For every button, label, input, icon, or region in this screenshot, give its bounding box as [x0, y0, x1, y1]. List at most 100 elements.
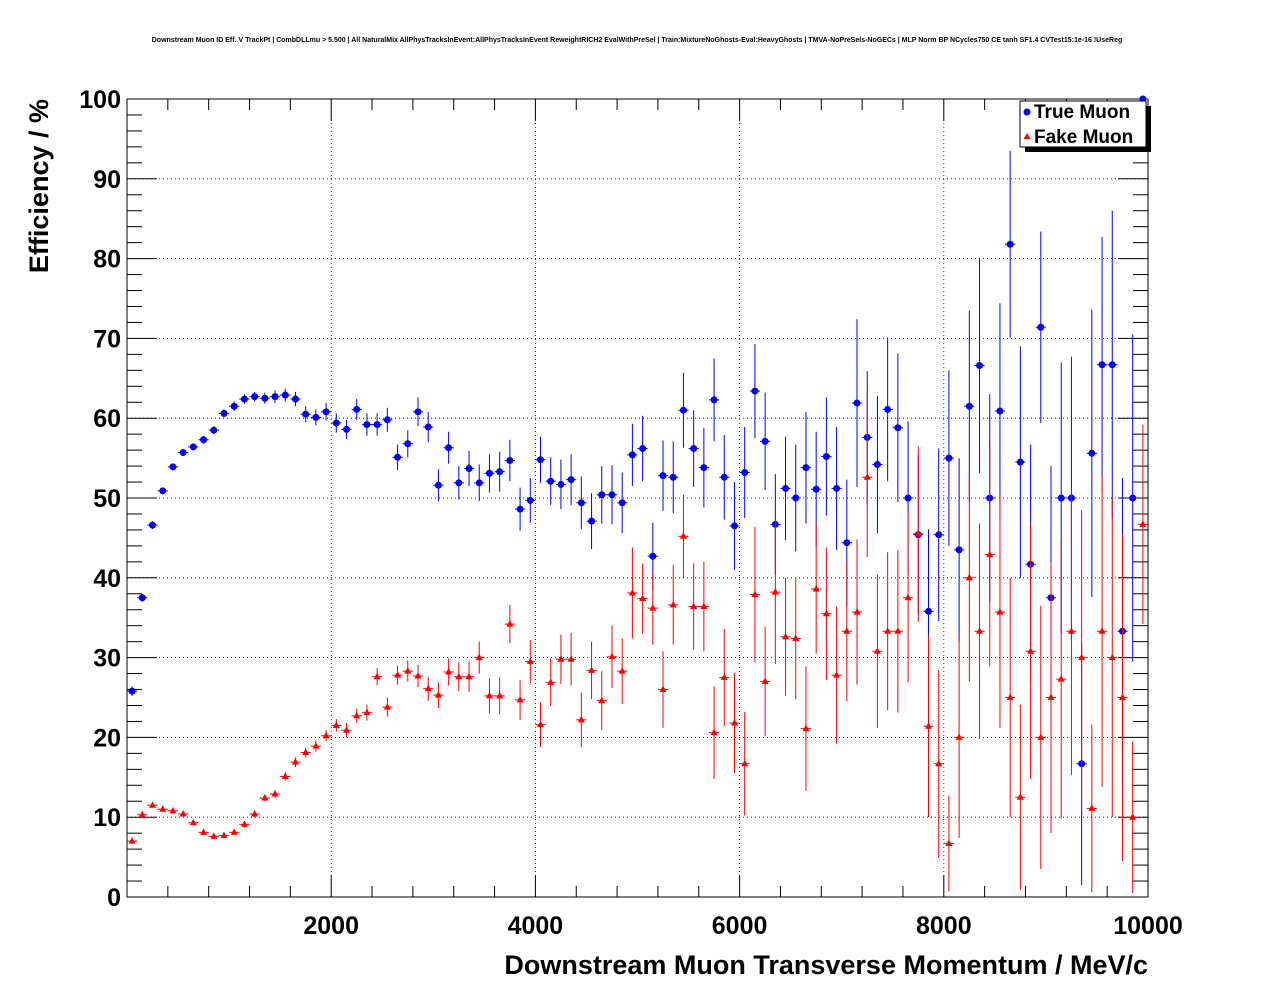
data-point: [690, 445, 698, 453]
series-layer: [127, 95, 1148, 894]
data-point: [302, 748, 310, 756]
data-point: [1108, 361, 1116, 369]
data-point: [445, 444, 453, 452]
data-point: [965, 573, 973, 581]
data-point: [200, 828, 208, 835]
data-point: [537, 456, 545, 464]
data-point: [567, 655, 575, 662]
data-point: [179, 810, 187, 817]
data-point: [894, 424, 902, 432]
data-point: [394, 671, 402, 678]
data-point: [434, 691, 442, 698]
y-tick-label: 40: [93, 565, 121, 593]
data-point: [822, 453, 830, 461]
data-point: [485, 469, 493, 477]
data-point: [1139, 520, 1147, 527]
data-point: [577, 499, 585, 507]
data-point: [1006, 693, 1014, 700]
series-true-muon: [127, 95, 1148, 886]
data-point: [516, 695, 524, 703]
data-point: [659, 685, 667, 693]
data-point: [812, 485, 820, 493]
data-point: [363, 708, 371, 716]
data-point: [618, 499, 626, 507]
data-point: [271, 393, 279, 401]
data-point: [1067, 627, 1075, 634]
data-point: [720, 473, 728, 481]
y-tick-label: 70: [93, 325, 121, 353]
data-point: [343, 726, 351, 733]
data-point: [700, 464, 708, 472]
data-point: [506, 620, 514, 627]
data-point: [210, 426, 218, 434]
data-point: [1129, 494, 1137, 502]
data-point: [659, 472, 667, 480]
y-tick-label: 20: [93, 724, 121, 752]
data-point: [679, 532, 687, 539]
legend-label-fake-muon: Fake Muon: [1034, 127, 1133, 148]
data-point: [1108, 653, 1116, 661]
data-point: [996, 407, 1004, 415]
data-point: [639, 445, 647, 453]
data-point: [690, 602, 698, 610]
data-point: [404, 667, 412, 674]
y-axis-label: Efficiency / %: [24, 99, 54, 273]
data-point: [639, 594, 647, 602]
data-point: [843, 627, 851, 634]
data-point: [383, 703, 391, 710]
data-point: [383, 416, 391, 424]
y-tick-label: 90: [93, 166, 121, 194]
data-point: [924, 722, 932, 729]
legend-marker-fake-muon: [1023, 133, 1031, 139]
data-point: [853, 399, 861, 407]
data-point: [240, 820, 248, 827]
legend: True Muon Fake Muon: [1019, 100, 1151, 152]
legend-label-true-muon: True Muon: [1034, 102, 1130, 123]
data-point: [496, 468, 504, 476]
data-point: [343, 425, 351, 433]
data-point: [853, 608, 861, 615]
data-point: [741, 759, 749, 767]
x-axis-label: Downstream Muon Transverse Momentum / Me…: [504, 950, 1148, 980]
data-point: [526, 657, 534, 665]
data-point: [884, 405, 892, 413]
data-point: [914, 529, 922, 537]
data-point: [649, 552, 657, 560]
axes: 2000 4000 6000 8000 10000 0 10 20 30 40 50 60 70 80 90…: [79, 86, 1182, 940]
data-point: [955, 733, 963, 740]
y-tick-label: 30: [93, 645, 121, 673]
data-point: [220, 409, 228, 417]
data-point: [935, 531, 943, 539]
data-point: [251, 810, 259, 817]
data-point: [159, 805, 167, 812]
data-point: [894, 627, 902, 634]
data-point: [302, 410, 310, 418]
data-point: [904, 494, 912, 502]
data-point: [1129, 813, 1137, 820]
data-point: [955, 546, 963, 554]
data-point: [363, 421, 371, 429]
data-point: [833, 671, 841, 678]
data-point: [965, 402, 973, 410]
data-point: [628, 451, 636, 459]
data-point: [281, 772, 289, 780]
data-point: [465, 672, 473, 680]
data-point: [138, 594, 146, 602]
data-point: [1078, 653, 1086, 661]
data-point: [230, 402, 238, 410]
data-point: [720, 673, 728, 681]
data-point: [1057, 675, 1065, 682]
data-point: [1037, 323, 1045, 331]
data-point: [628, 588, 636, 596]
data-point: [230, 828, 238, 835]
data-point: [598, 696, 606, 704]
data-point: [751, 387, 759, 395]
data-point: [373, 672, 381, 680]
data-point: [996, 608, 1004, 615]
data-point: [496, 691, 504, 699]
y-tick-label: 0: [107, 884, 121, 912]
x-tick-label: 2000: [303, 912, 359, 940]
data-point: [1088, 449, 1096, 457]
data-point: [485, 691, 493, 699]
